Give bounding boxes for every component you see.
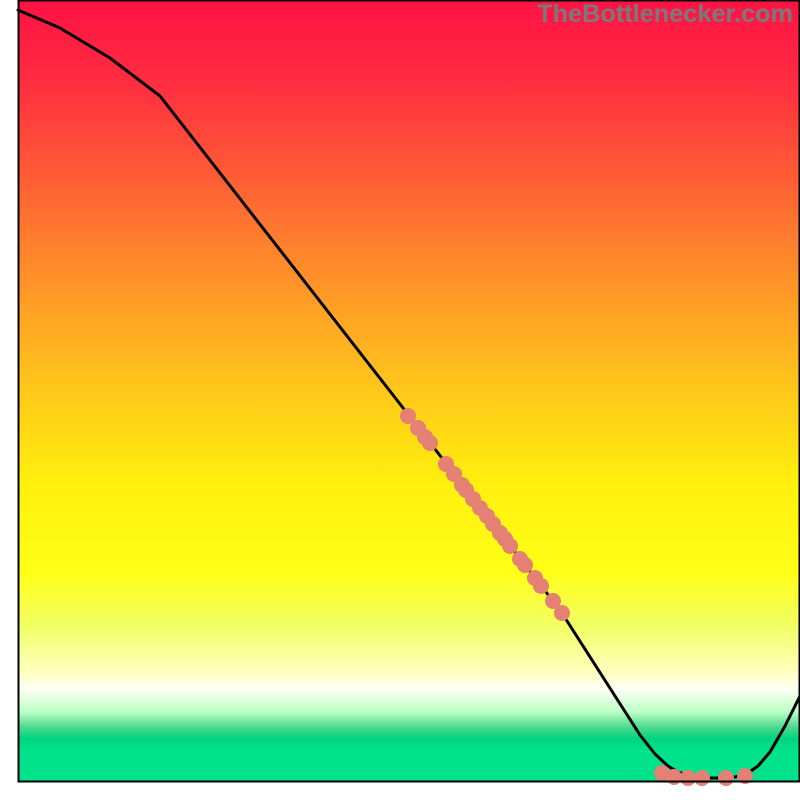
watermark-text: TheBottlenecker.com — [537, 0, 793, 28]
plot-background — [18, 0, 800, 782]
scatter-point — [517, 557, 533, 573]
scatter-point — [680, 770, 696, 786]
scatter-point — [666, 769, 682, 785]
scatter-point — [554, 605, 570, 621]
left-margin — [0, 0, 18, 800]
scatter-point — [533, 578, 549, 594]
scatter-point — [694, 770, 710, 786]
scatter-point — [718, 770, 734, 786]
bottom-margin — [0, 782, 800, 800]
scatter-point — [422, 435, 438, 451]
scatter-point — [502, 538, 518, 554]
